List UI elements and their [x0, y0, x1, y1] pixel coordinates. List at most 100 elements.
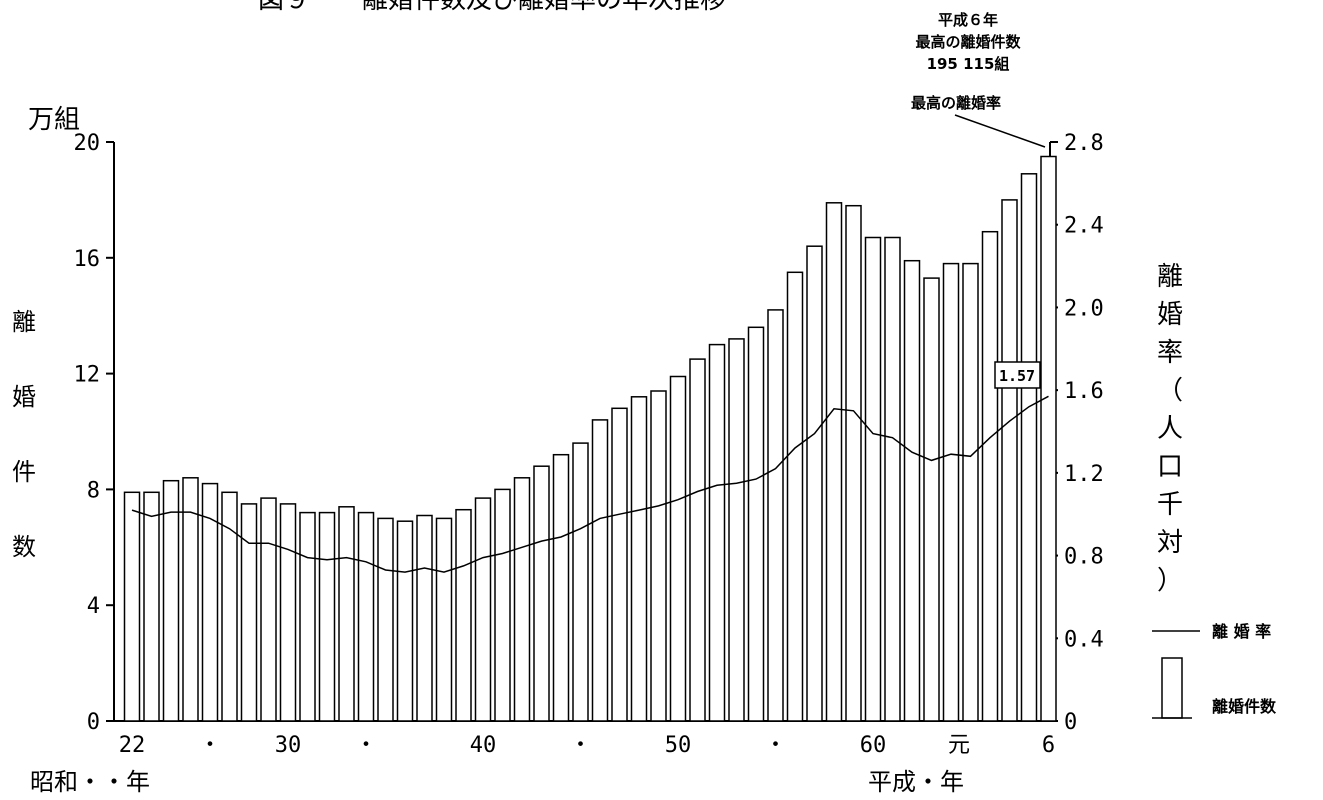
bar [572, 442, 589, 722]
bar [630, 396, 648, 722]
right-axis-ticks: 0 0.4 0.8 1.2 1.6 2.0 2.4 2.8 [1050, 131, 1104, 735]
rate-line [131, 395, 1049, 573]
bar [338, 506, 355, 722]
legend-bar-icon [1161, 657, 1183, 719]
bar [1040, 155, 1057, 722]
bar [728, 338, 745, 722]
left-tick-label: 12 [74, 363, 101, 388]
x-tick-label: 40 [470, 733, 497, 758]
right-tick-label: 1.6 [1064, 379, 1104, 404]
bar [942, 262, 960, 722]
left-axis-label-char: 離 [12, 308, 36, 336]
right-axis-label-char: 千 [1157, 490, 1183, 520]
bar [162, 479, 180, 722]
left-tick-label: 0 [87, 710, 100, 735]
bar [240, 503, 258, 722]
right-axis-label-char: 人 [1157, 414, 1183, 444]
bar [357, 511, 375, 722]
x-tick-label: ・ [764, 733, 786, 758]
bar [494, 488, 511, 722]
right-axis-label-char: 対 [1157, 528, 1183, 558]
bar [1001, 199, 1018, 722]
chart-title: 図９ 離婚件数及び離婚率の年次推移 [258, 0, 726, 15]
bar [143, 491, 160, 722]
right-tick-label: 1.2 [1064, 462, 1104, 487]
right-tick-label: 0.8 [1064, 545, 1104, 570]
rate-value-label: 1.57 [999, 367, 1035, 385]
x-tick-label: 6 [1042, 733, 1055, 758]
left-axis-label-char: 数 [12, 533, 36, 561]
bar [864, 236, 882, 722]
annotation-leader-line [954, 114, 1046, 148]
x-tick-label: 50 [665, 733, 692, 758]
left-axis-label-char: 婚 [12, 383, 36, 411]
bar [903, 259, 921, 722]
bar [591, 419, 609, 722]
bar [182, 477, 199, 722]
right-axis-label-char: 口 [1157, 452, 1183, 482]
bar [923, 277, 940, 722]
x-tick-label: 22 [119, 733, 146, 758]
bar [299, 511, 316, 722]
bar [786, 271, 804, 722]
bar [689, 358, 706, 722]
showa-year-label: 昭和・・年 [30, 768, 150, 796]
bar [806, 245, 823, 722]
rate-value-box [994, 361, 1041, 389]
bar [416, 514, 433, 722]
bar [767, 309, 784, 722]
bar [455, 508, 472, 722]
annotation-year: 平成６年 [938, 11, 998, 29]
left-axis-ticks: 0 4 8 12 16 20 [74, 131, 114, 735]
bar [845, 204, 862, 722]
bar [396, 520, 414, 722]
legend-bar-label: 離婚件数 [1212, 697, 1277, 716]
x-tick-label: ・ [199, 733, 221, 758]
left-axis-unit: 万組 [28, 105, 80, 135]
bar [377, 517, 394, 722]
x-tick-label: ・ [569, 733, 591, 758]
bar [513, 477, 531, 722]
right-tick-label: 2.0 [1064, 296, 1104, 321]
bar [611, 407, 628, 722]
bar [201, 482, 219, 722]
bar [1020, 173, 1038, 722]
right-axis-label-char: 率 [1157, 338, 1183, 368]
left-tick-label: 16 [74, 247, 101, 272]
bar [825, 202, 843, 722]
right-tick-label: 0.4 [1064, 627, 1104, 652]
left-tick-label: 4 [87, 594, 100, 619]
legend-line-label: 離 婚 率 [1212, 622, 1271, 641]
right-axis-label-char: 婚 [1157, 300, 1183, 330]
bar [650, 390, 667, 722]
annotation-max-rate-label: 最高の離婚率 [911, 94, 1001, 112]
x-tick-label: ・ [355, 733, 377, 758]
bar [123, 491, 141, 722]
bar [962, 262, 979, 722]
bar [981, 230, 999, 722]
right-tick-label: 2.4 [1064, 214, 1104, 239]
x-tick-label: 元 [948, 733, 970, 758]
annotation-max-count-label: 最高の離婚件数 [915, 33, 1021, 51]
left-tick-label: 20 [74, 131, 101, 156]
x-axis-labels: 22 ・ 30 ・ 40 ・ 50 ・ 60 元 6 [119, 733, 1055, 758]
bar [279, 503, 297, 722]
bar [221, 491, 238, 722]
right-tick-label: 2.8 [1064, 131, 1104, 156]
annotation-max-count-value: 195 115組 [927, 55, 1010, 73]
right-axis-label-char: 離 [1157, 262, 1183, 292]
bar [533, 465, 550, 722]
x-tick-label: 60 [860, 733, 887, 758]
bar [474, 497, 492, 722]
bar [884, 236, 901, 722]
bar [435, 517, 453, 722]
bar [318, 511, 336, 722]
bar [708, 343, 726, 722]
left-tick-label: 8 [87, 478, 100, 503]
bar [260, 497, 277, 722]
right-axis-label-char: ） [1157, 566, 1183, 596]
x-tick-label: 30 [275, 733, 302, 758]
bar [552, 453, 570, 722]
left-axis-label: 離婚件数 [12, 308, 36, 561]
